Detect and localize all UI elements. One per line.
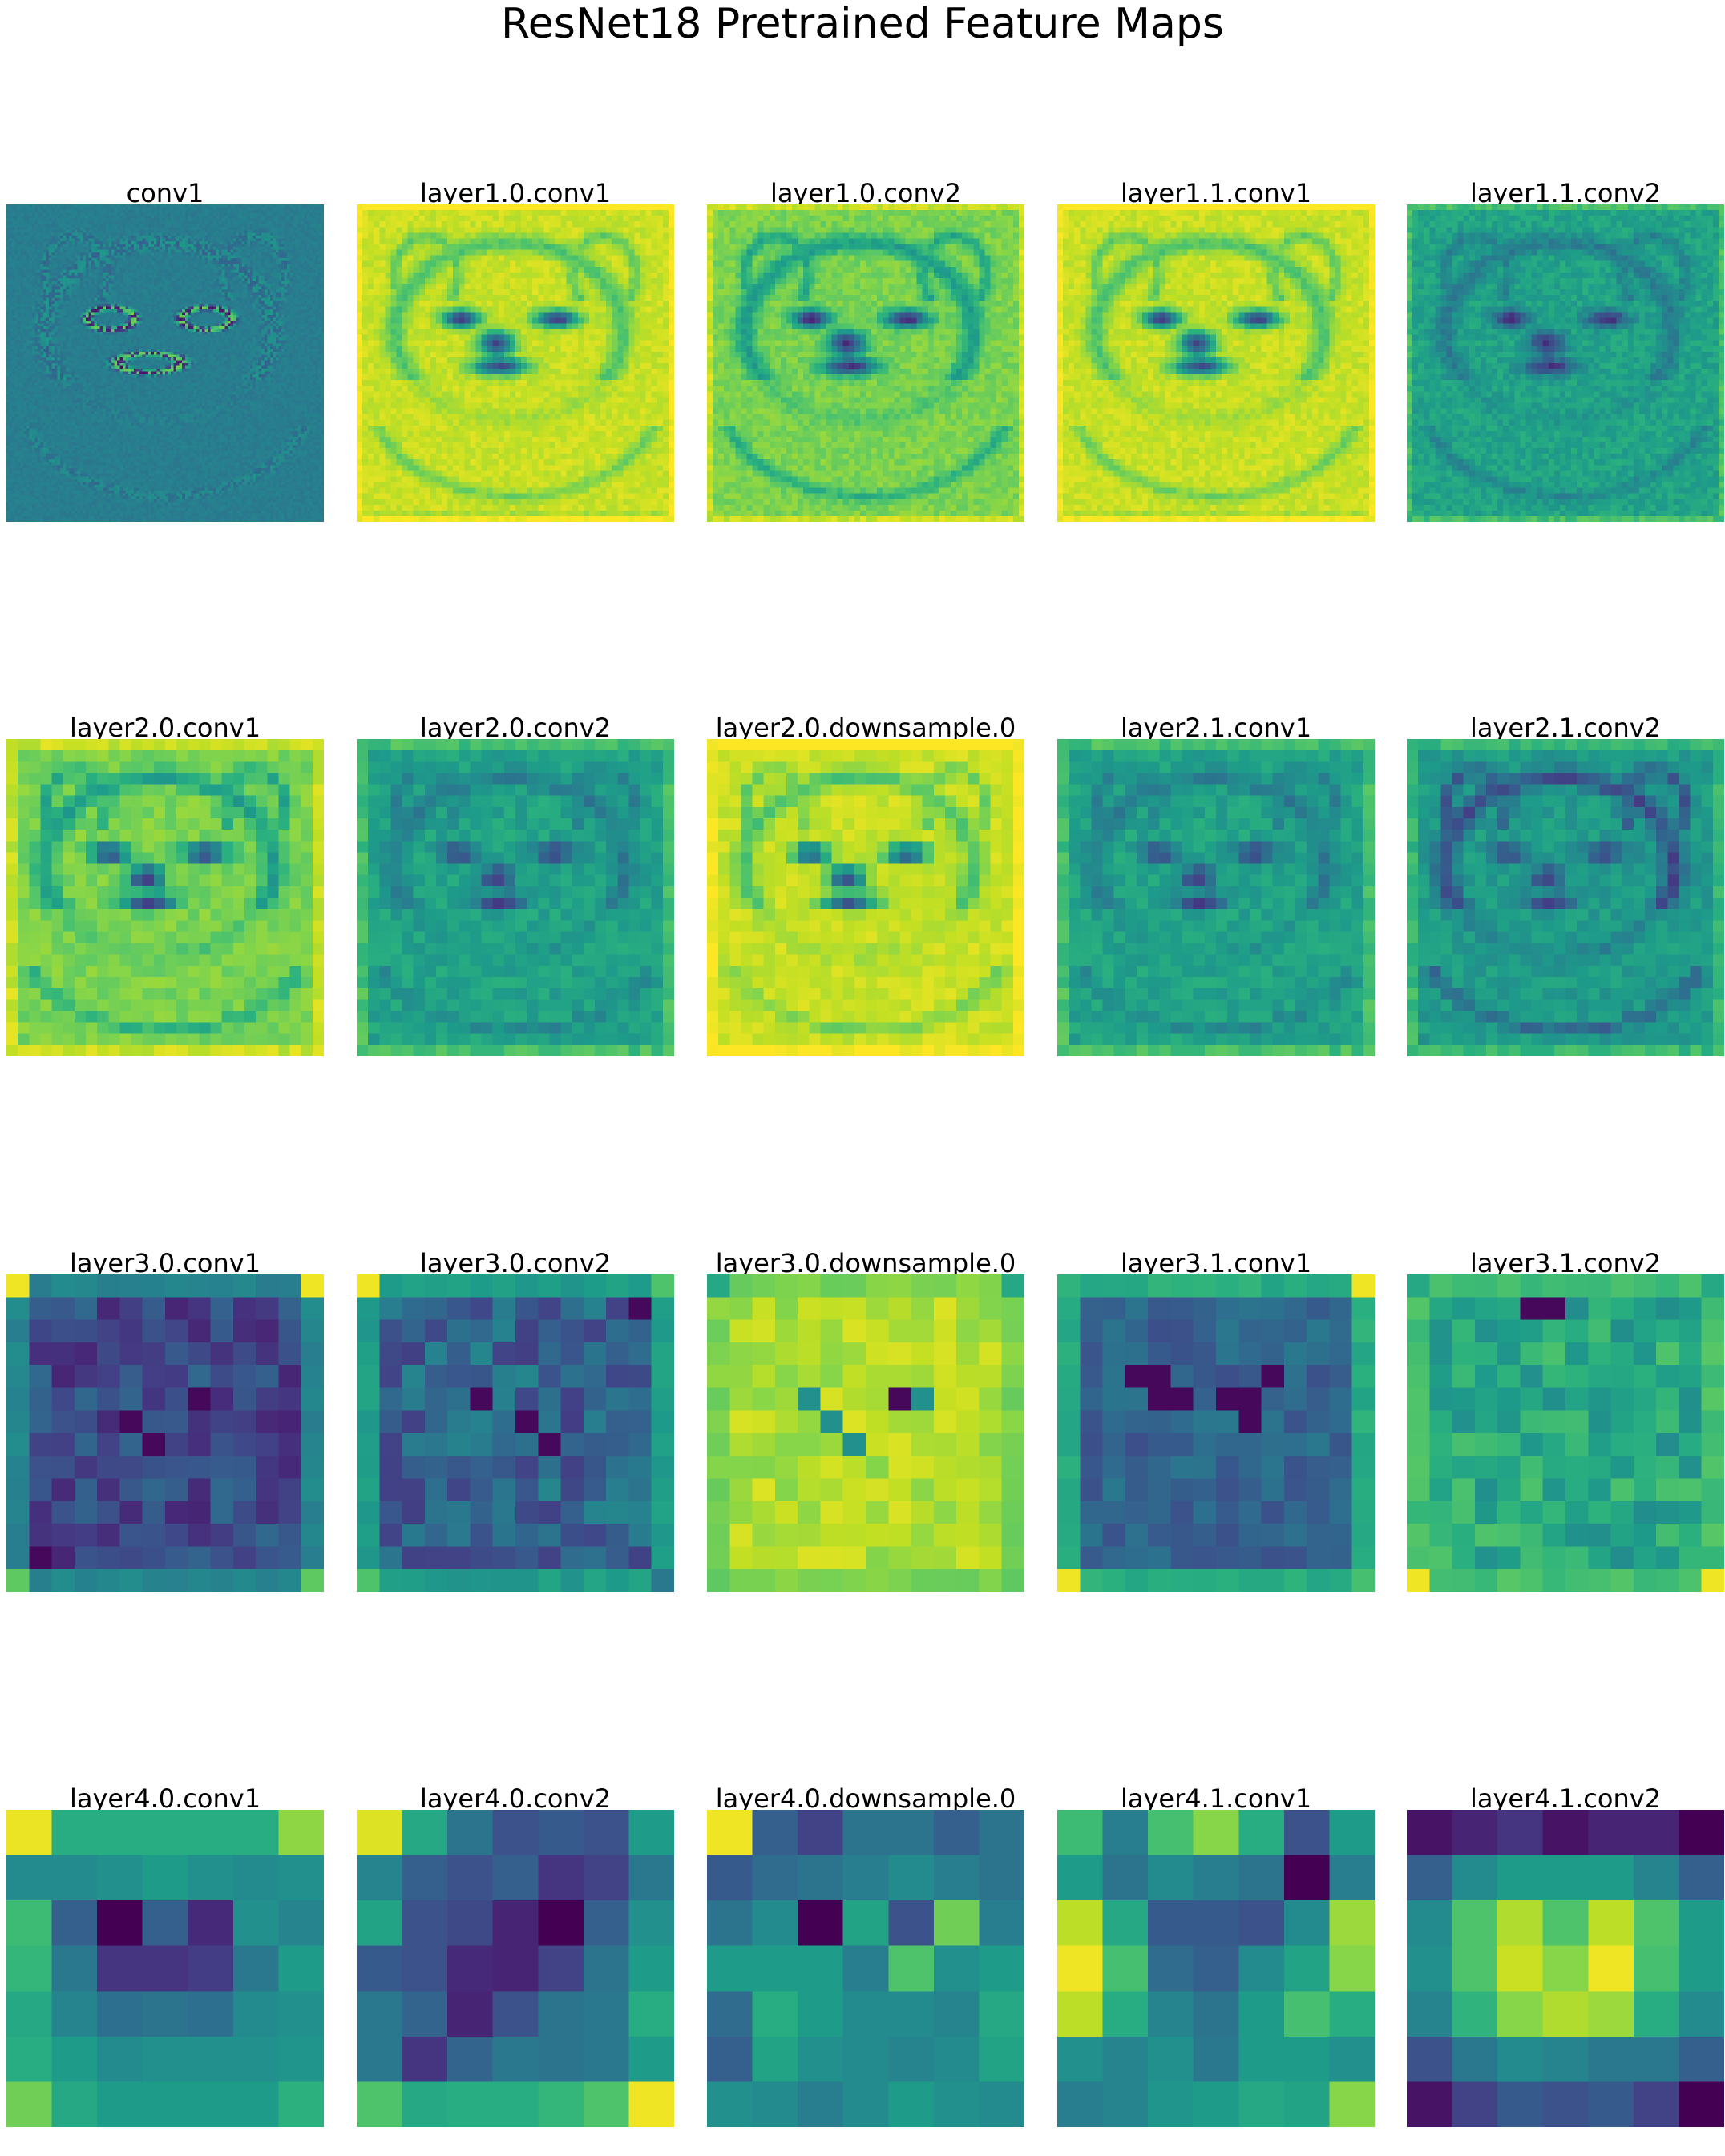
panel-title: layer1.0.conv1 — [325, 177, 706, 209]
feature-map-image — [6, 204, 324, 522]
panel-title: layer2.1.conv2 — [1375, 712, 1725, 744]
feature-map-image — [357, 1810, 674, 2127]
panel-title: layer4.0.conv1 — [0, 1783, 356, 1815]
feature-map-image — [1057, 204, 1375, 522]
feature-map-image — [707, 739, 1024, 1056]
feature-map-image — [6, 1274, 324, 1592]
feature-map-image — [707, 1274, 1024, 1592]
panel-title: layer3.1.conv1 — [1025, 1247, 1407, 1279]
panel-title: layer2.1.conv1 — [1025, 712, 1407, 744]
feature-map-image — [1057, 1274, 1375, 1592]
feature-map-image — [1407, 739, 1724, 1056]
feature-map-image — [1407, 1810, 1724, 2127]
feature-map-image — [6, 1810, 324, 2127]
panel-title: layer4.0.downsample.0 — [675, 1783, 1056, 1815]
panel-title: layer2.0.conv1 — [0, 712, 356, 744]
panel-title: layer3.0.conv1 — [0, 1247, 356, 1279]
feature-map-image — [357, 1274, 674, 1592]
panel-title: layer4.1.conv2 — [1375, 1783, 1725, 1815]
feature-map-image — [1057, 739, 1375, 1056]
panel-title: layer3.0.conv2 — [325, 1247, 706, 1279]
panel-title: layer2.0.downsample.0 — [675, 712, 1056, 744]
panel-title: layer3.1.conv2 — [1375, 1247, 1725, 1279]
figure-title: ResNet18 Pretrained Feature Maps — [0, 0, 1725, 48]
feature-map-image — [1407, 204, 1724, 522]
panel-title: layer4.0.conv2 — [325, 1783, 706, 1815]
panel-title: layer1.1.conv1 — [1025, 177, 1407, 209]
panel-title: conv1 — [0, 177, 356, 209]
panel-title: layer2.0.conv2 — [325, 712, 706, 744]
panel-title: layer1.1.conv2 — [1375, 177, 1725, 209]
panel-title: layer1.0.conv2 — [675, 177, 1056, 209]
feature-map-image — [707, 204, 1024, 522]
panel-title: layer4.1.conv1 — [1025, 1783, 1407, 1815]
panel-title: layer3.0.downsample.0 — [675, 1247, 1056, 1279]
feature-map-image — [6, 739, 324, 1056]
feature-map-image — [1057, 1810, 1375, 2127]
feature-map-image — [1407, 1274, 1724, 1592]
feature-map-image — [707, 1810, 1024, 2127]
feature-map-image — [357, 204, 674, 522]
feature-map-image — [357, 739, 674, 1056]
